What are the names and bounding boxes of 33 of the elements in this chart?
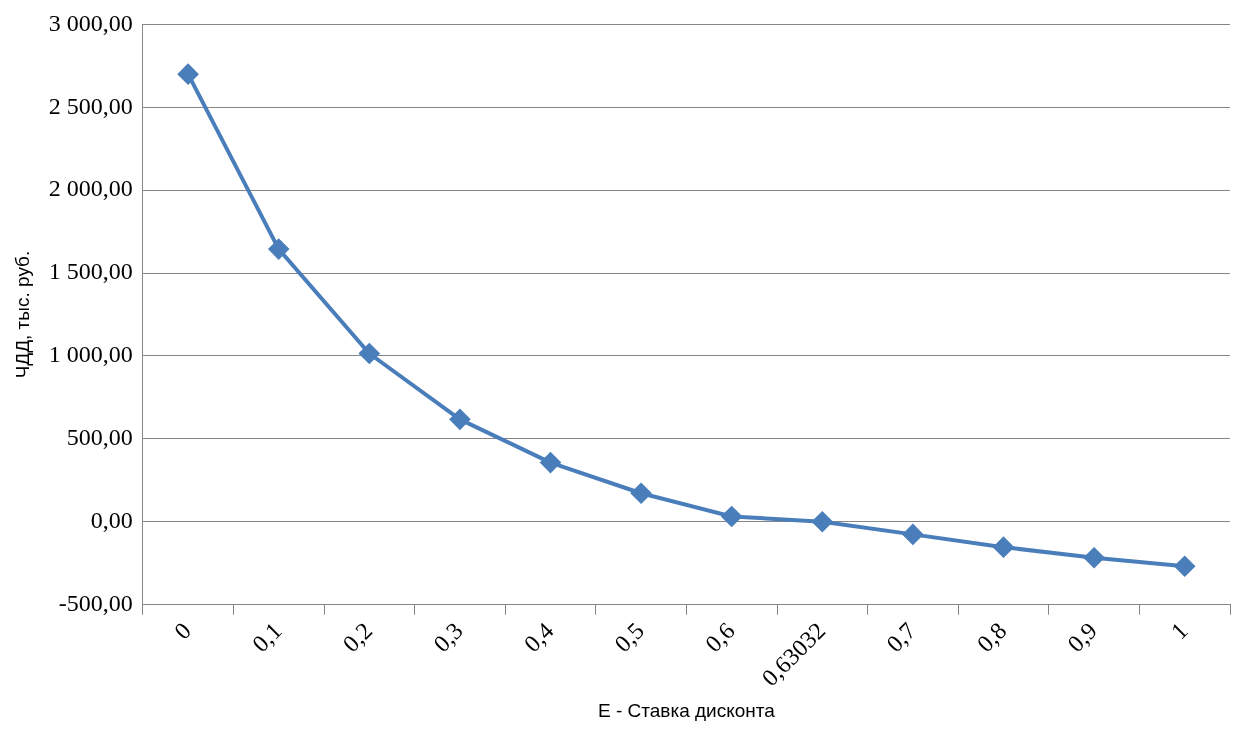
- point: [1174, 556, 1195, 577]
- y-tick-label: 2 000,00: [48, 175, 133, 202]
- point: [812, 511, 833, 532]
- x-tick-label: 0,2: [337, 617, 378, 658]
- x-tick-label: 0,6: [700, 617, 740, 658]
- x-tick-label: 0,3: [428, 617, 468, 658]
- x-tick-label: 1: [1165, 617, 1193, 645]
- x-tick-label: 0,7: [881, 617, 921, 658]
- y-tick-label: -500,00: [58, 589, 133, 616]
- point: [721, 506, 742, 527]
- y-tick-label: 0,00: [90, 507, 133, 534]
- point: [1084, 547, 1105, 568]
- y-axis-title: ЧДД, тыс. руб.: [11, 250, 33, 379]
- point: [540, 452, 561, 473]
- point: [359, 343, 380, 364]
- y-tick-label: 500,00: [66, 424, 133, 451]
- x-axis-title: Е - Ставка дисконта: [597, 699, 776, 721]
- y-tick-label: 3 000,00: [48, 9, 133, 36]
- x-tick-label: 0,8: [971, 617, 1012, 658]
- x-tick-label: 0,1: [247, 617, 287, 658]
- x-tick-label: 0,5: [609, 617, 650, 658]
- y-tick-label: 1 000,00: [48, 341, 133, 368]
- x-tick-label: 0,4: [518, 617, 559, 658]
- y-tick-label: 1 500,00: [48, 258, 133, 285]
- y-tick-label: 2 500,00: [48, 92, 133, 119]
- point: [449, 409, 470, 430]
- x-tick-label: 0: [169, 617, 197, 645]
- point: [268, 239, 289, 260]
- point: [902, 524, 923, 545]
- x-tick-label: 0,9: [1062, 617, 1103, 658]
- point: [631, 483, 652, 504]
- point: [178, 64, 199, 85]
- point: [993, 537, 1014, 558]
